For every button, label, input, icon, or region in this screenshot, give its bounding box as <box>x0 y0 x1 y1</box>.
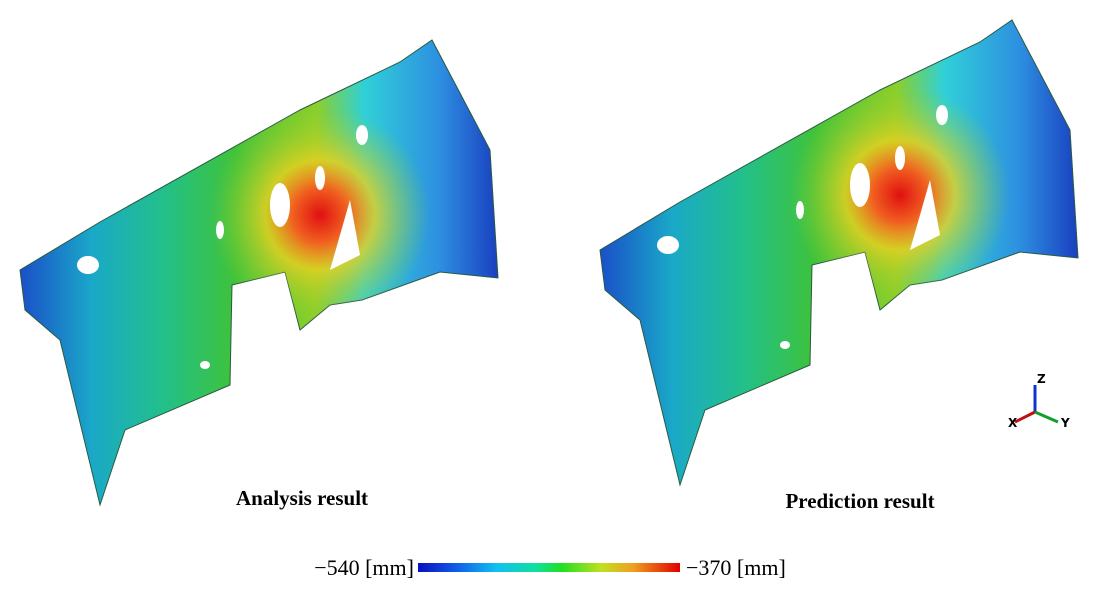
axis-label: X <box>1008 416 1018 430</box>
colorbar-min: −540 [mm] <box>314 555 414 580</box>
analysis-render <box>19 39 499 506</box>
prediction-render <box>599 19 1079 486</box>
colorbar-max: −370 [mm] <box>686 555 786 580</box>
colorbar <box>418 563 680 572</box>
caption: Analysis result <box>236 486 368 510</box>
axis-label: Y <box>1060 416 1070 430</box>
axis-label: Z <box>1037 372 1046 386</box>
axes-triad: Z X Y <box>1008 372 1070 430</box>
caption: Prediction result <box>785 489 934 513</box>
